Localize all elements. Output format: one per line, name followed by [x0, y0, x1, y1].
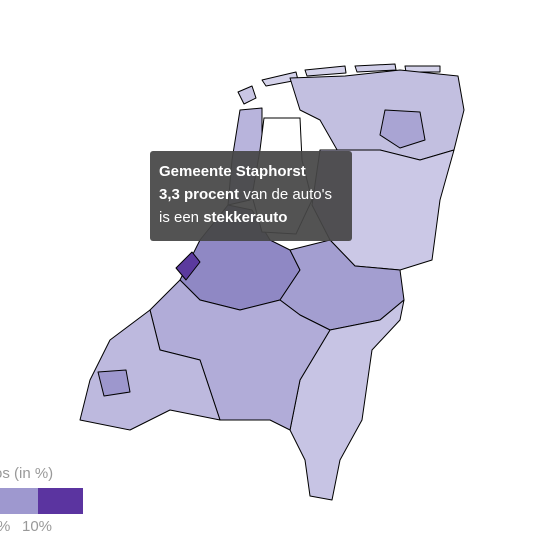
legend-title: os (in %): [0, 465, 54, 482]
legend-swatches: [0, 488, 83, 514]
tooltip-text: is een: [159, 209, 200, 226]
tooltip-title-text: Gemeente Staphorst: [159, 163, 306, 180]
legend-label: %: [0, 518, 10, 535]
legend-swatch: [38, 488, 83, 514]
tooltip-emphasis: stekkerauto: [203, 209, 288, 226]
tooltip-value: 3,3 procent: [159, 186, 240, 203]
tooltip-line: 3,3 procent van de auto's: [159, 183, 343, 206]
tooltip-line: is een stekkerauto: [159, 206, 343, 229]
tooltip-title: Gemeente Staphorst: [159, 160, 343, 183]
islands: [237, 63, 441, 105]
tooltip: Gemeente Staphorst 3,3 procent van de au…: [150, 151, 352, 241]
tooltip-text: van de auto's: [243, 186, 332, 203]
legend-swatch: [0, 488, 38, 514]
legend-label: 10%: [22, 518, 53, 535]
